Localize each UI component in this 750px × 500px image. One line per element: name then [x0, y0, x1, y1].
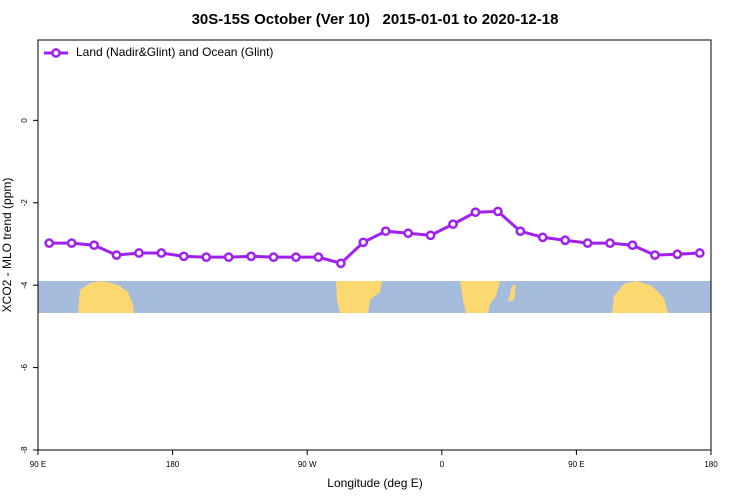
- point: [201, 252, 212, 263]
- y-tick-label: -8: [20, 446, 29, 454]
- point: [672, 249, 683, 260]
- point: [268, 252, 279, 263]
- point: [470, 207, 481, 218]
- y-tick-label: 0: [20, 118, 29, 123]
- x-tick-label: 0: [440, 460, 445, 469]
- x-tick-label: 180: [704, 460, 718, 469]
- point: [537, 232, 548, 243]
- legend-label: Land (Nadir&Glint) and Ocean (Glint): [76, 45, 273, 59]
- y-tick-label: -2: [20, 199, 29, 207]
- point: [582, 238, 593, 248]
- point: [66, 238, 77, 248]
- point: [560, 235, 571, 246]
- point: [627, 240, 638, 251]
- point: [156, 248, 167, 258]
- x-tick-label: 90 W: [298, 460, 317, 469]
- y-tick-label: -6: [20, 363, 29, 371]
- point: [223, 252, 234, 263]
- point: [515, 226, 526, 237]
- point: [650, 250, 660, 260]
- point: [425, 230, 436, 241]
- point: [111, 250, 122, 260]
- point: [313, 252, 324, 263]
- point: [493, 206, 503, 217]
- point: [134, 248, 144, 258]
- point: [291, 252, 301, 263]
- x-tick-label: 90 E: [30, 460, 46, 469]
- line: [49, 209, 700, 266]
- point: [336, 258, 346, 269]
- x-tick-label: 180: [166, 460, 180, 469]
- point: [380, 226, 391, 237]
- map-strip: [38, 281, 711, 313]
- y-axis-label: XCO2 - MLO trend (ppm): [0, 178, 14, 313]
- point: [605, 238, 615, 248]
- plot-frame: [37, 39, 712, 451]
- x-axis-label: Longitude (deg E): [327, 476, 422, 490]
- point: [403, 228, 413, 239]
- legend-marker: [51, 48, 61, 58]
- chart-title: 30S-15S October (Ver 10) 2015-01-01 to 2…: [192, 11, 559, 28]
- y-tick-label: -4: [20, 281, 29, 289]
- point: [448, 219, 458, 230]
- point: [694, 248, 705, 258]
- point: [358, 237, 369, 248]
- point: [44, 238, 55, 248]
- point: [178, 251, 189, 262]
- point: [246, 251, 256, 262]
- point: [89, 240, 99, 251]
- x-tick-label: 90 E: [568, 460, 584, 469]
